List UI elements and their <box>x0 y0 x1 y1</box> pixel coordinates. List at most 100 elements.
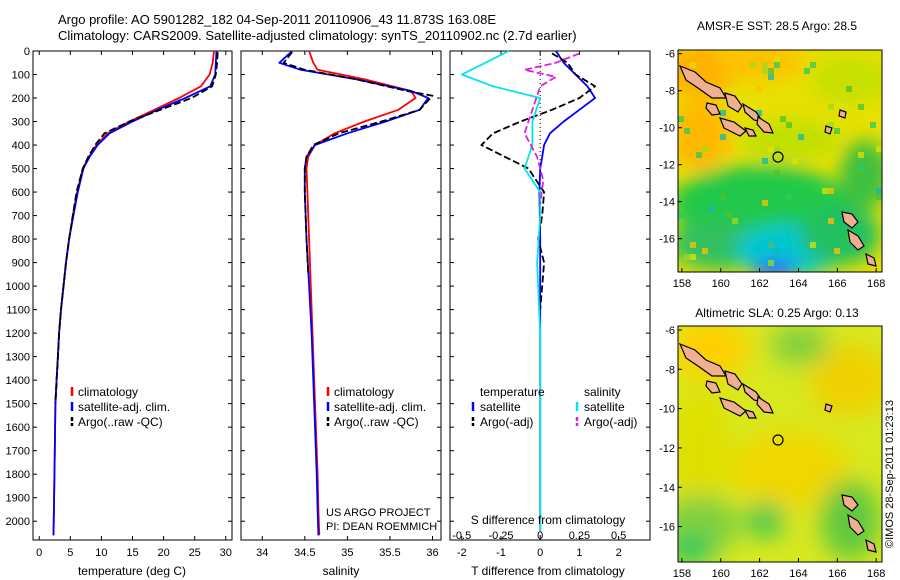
sst-pixel <box>828 104 834 110</box>
sst-pixel <box>726 146 732 152</box>
series-line <box>52 50 215 536</box>
x-tick-label: 1 <box>576 547 582 559</box>
map-lon-label: 158 <box>673 278 691 290</box>
sst-pixel <box>828 188 834 194</box>
sst-pixel <box>762 62 768 68</box>
depth-tick-label: 100 <box>12 70 30 82</box>
depth-tick-label: 1800 <box>6 469 30 481</box>
sst-pixel <box>720 194 726 200</box>
sst-pixel <box>768 68 774 74</box>
temperature-series <box>52 50 219 536</box>
sst-map-title: AMSR-E SST: 28.5 Argo: 28.5 <box>697 19 857 33</box>
legend-label: climatology <box>78 385 138 399</box>
sst-pixel <box>876 194 882 200</box>
depth-tick-label: 400 <box>12 140 30 152</box>
depth-tick-label: 1900 <box>6 493 30 505</box>
x-tick-label: 30 <box>220 547 232 559</box>
legend-label: Argo(-adj) <box>584 415 637 429</box>
depth-tick-label: 1200 <box>6 328 30 340</box>
project-annotation-line-1: US ARGO PROJECT <box>326 507 431 519</box>
sst-field <box>678 50 882 272</box>
map-lat-label: -8 <box>665 86 675 98</box>
sst-pixel <box>798 134 804 140</box>
sst-pixel <box>702 146 708 152</box>
legend-label: Argo(-adj) <box>480 415 533 429</box>
x-tick-label: -1 <box>496 547 506 559</box>
header-line-1: Argo profile: AO 5901282_182 04-Sep-2011… <box>58 12 496 27</box>
sst-pixel <box>762 158 768 164</box>
sst-pixel <box>858 152 864 158</box>
sst-pixel <box>810 110 816 116</box>
sst-pixel <box>858 164 864 170</box>
map-lat-label: -14 <box>659 197 675 209</box>
sst-pixel <box>774 248 780 254</box>
sst-pixel <box>756 86 762 92</box>
map-lat-label: -12 <box>659 443 675 455</box>
map-lat-label: -8 <box>665 364 675 376</box>
x-tick-label: 20 <box>157 547 169 559</box>
x-tick-label: -2 <box>457 547 467 559</box>
x-tick-label: 36 <box>426 547 438 559</box>
sst-pixel <box>690 50 696 56</box>
sst-pixel <box>846 86 852 92</box>
series-line <box>460 50 542 531</box>
depth-tick-label: 600 <box>12 187 30 199</box>
difference-panel: -2 -1 0 1 2-0.5 -0.25 0 0.25 0.5 temperaturesate… <box>449 50 651 578</box>
x-tick-label: 35.5 <box>379 547 400 559</box>
sst-pixel <box>768 260 774 266</box>
sst-pixel <box>858 104 864 110</box>
s-diff-tick-label: 0.25 <box>569 530 590 542</box>
depth-tick-label: 2000 <box>6 516 30 528</box>
sst-pixel <box>690 242 696 248</box>
depth-tick-label: 1600 <box>6 422 30 434</box>
map-lat-label: -12 <box>659 160 675 172</box>
sla-field <box>678 326 882 562</box>
sst-pixel <box>810 62 816 68</box>
legend-label: satellite <box>584 400 625 414</box>
difference-plot-frame <box>449 50 651 541</box>
sst-pixel <box>822 188 828 194</box>
sst-pixel <box>774 170 780 176</box>
map-lon-label: 162 <box>750 568 768 580</box>
series-line <box>282 51 434 275</box>
sst-pixel <box>678 212 684 218</box>
x-tick-label: 5 <box>67 547 73 559</box>
sst-pixel <box>714 140 720 146</box>
sla-map-panel: Altimetric SLA: 0.25 Argo: 0.13 <box>659 306 885 580</box>
x-tick-label: 2 <box>616 547 622 559</box>
depth-tick-label: 500 <box>12 164 30 176</box>
sst-pixel <box>816 86 822 92</box>
sla-map-title: Altimetric SLA: 0.25 Argo: 0.13 <box>695 306 859 320</box>
sst-pixel <box>756 110 762 116</box>
sst-pixel <box>678 116 684 122</box>
sst-pixel <box>774 62 780 68</box>
t-difference-xlabel: T difference from climatology <box>471 564 625 578</box>
sst-pixel <box>762 68 768 74</box>
sst-map-axis: 158 160 162 164 166 168 -6 -8 -10 -12 -14 -16 <box>659 49 885 290</box>
series-line <box>52 50 218 536</box>
salinity-axis: 34 34.5 35 35.5 36 <box>241 50 441 559</box>
legend-label: satellite-adj. clim. <box>78 400 170 414</box>
depth-tick-label: 800 <box>12 234 30 246</box>
sla-coastlines <box>678 342 877 553</box>
map-lon-label: 166 <box>828 568 846 580</box>
map-lon-label: 162 <box>750 278 768 290</box>
sst-pixel <box>828 122 834 128</box>
depth-tick-label: 0 <box>24 46 30 58</box>
s-difference-label: S difference from climatology <box>471 513 626 527</box>
sst-pixel <box>768 146 774 152</box>
sst-pixel <box>780 116 786 122</box>
map-lat-label: -16 <box>659 522 675 534</box>
sst-map-frame <box>677 49 883 273</box>
series-line <box>523 52 580 204</box>
sst-pixel <box>720 110 726 116</box>
salinity-panel: 34 34.5 35 35.5 36 climatologysatellite-adj.… <box>240 50 442 578</box>
depth-tick-label: 200 <box>12 93 30 105</box>
map-lat-label: -14 <box>659 482 675 494</box>
map-lon-label: 168 <box>867 278 885 290</box>
series-line <box>54 52 219 404</box>
series-line <box>278 50 430 536</box>
